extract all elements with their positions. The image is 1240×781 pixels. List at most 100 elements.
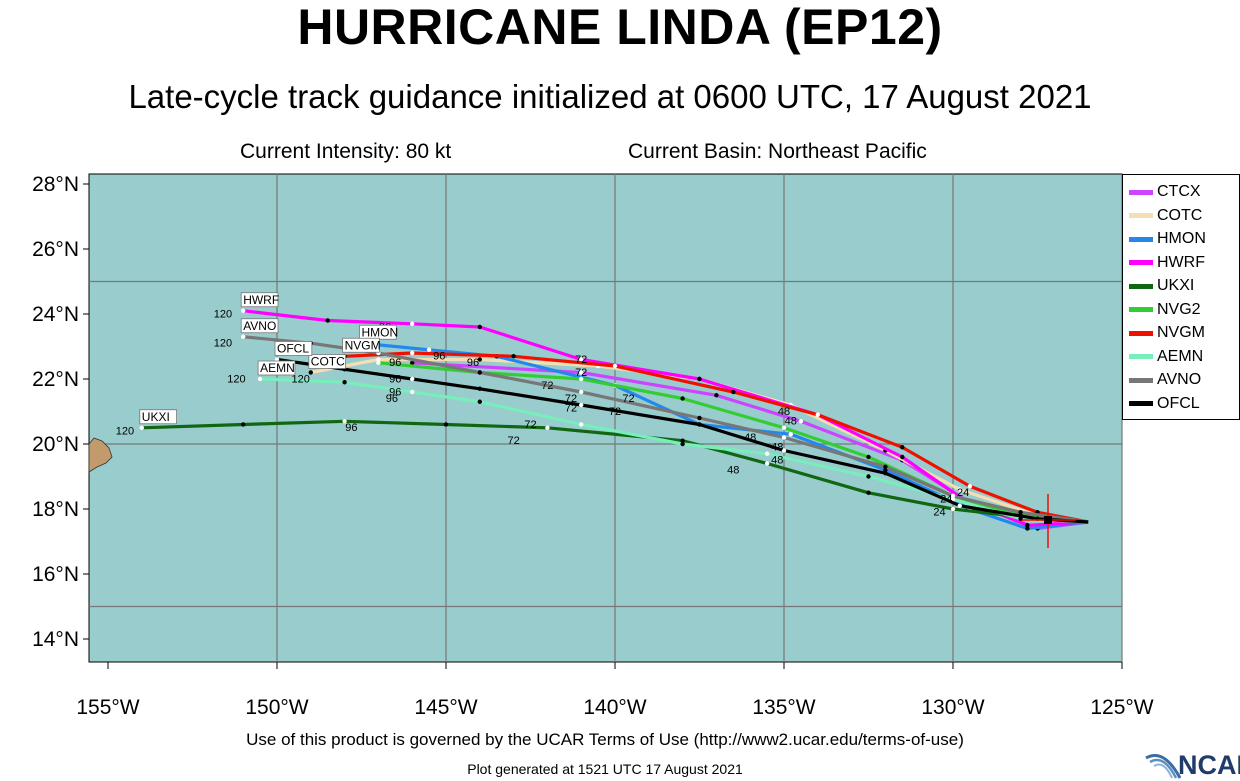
track-point	[426, 347, 432, 352]
forecast-hour-label: 120	[214, 308, 232, 320]
track-nvgm	[344, 351, 1089, 524]
lon-tick-label: 130°W	[921, 696, 984, 719]
track-point	[764, 451, 770, 456]
legend-swatch	[1129, 213, 1153, 218]
track-point	[545, 425, 550, 430]
model-end-label: NVGM	[345, 338, 381, 352]
track-point	[443, 422, 449, 427]
track-point	[680, 396, 685, 401]
lat-tick-label: 14°N	[32, 628, 79, 651]
track-point	[579, 357, 584, 362]
track-point	[477, 324, 482, 330]
lon-tick-label: 125°W	[1090, 696, 1153, 719]
forecast-hour-label: 96	[389, 373, 401, 385]
forecast-hour-label: 96	[345, 422, 357, 434]
forecast-hour-label: 24	[940, 494, 952, 506]
legend-label: NVGM	[1157, 324, 1205, 341]
current-basin: Current Basin: Northeast Pacific	[628, 140, 927, 163]
track-point	[274, 357, 280, 362]
forecast-hour-label: 72	[507, 435, 519, 447]
forecast-hour-label: 72	[609, 406, 621, 418]
forecast-hour-label: 120	[214, 338, 232, 350]
legend-label: COTC	[1157, 206, 1203, 224]
model-end-label: AVNO	[243, 319, 276, 333]
axis-ticks	[83, 183, 1123, 669]
track-point	[815, 412, 820, 417]
track-point	[900, 454, 905, 460]
current-intensity: Current Intensity: 80 kt	[240, 140, 452, 163]
track-point	[257, 376, 263, 382]
legend-swatch	[1129, 330, 1153, 336]
forecast-hour-label: 72	[622, 393, 634, 405]
legend-label: HMON	[1157, 230, 1206, 247]
track-point	[241, 334, 246, 339]
forecast-hour-label: 48	[771, 442, 783, 454]
forecast-hour-label: 72	[565, 393, 577, 405]
model-label-box	[342, 337, 380, 353]
model-label-box	[308, 354, 346, 369]
track-point	[477, 399, 482, 404]
legend-item-cotc: COTC	[1129, 205, 1202, 227]
track-point	[579, 376, 584, 382]
legend-label: UKXI	[1157, 277, 1195, 294]
lat-tick-label: 16°N	[32, 563, 79, 586]
page-title: HURRICANE LINDA (EP12)	[297, 0, 943, 55]
forecast-hour-label: 72	[541, 380, 553, 392]
latitude-labels: 14°N 16°N 18°N 20°N 22°N 24°N 26°N 28°N	[32, 173, 79, 651]
track-point	[376, 360, 381, 365]
forecast-hour-label: 96	[386, 393, 398, 405]
lat-tick-label: 18°N	[32, 498, 79, 521]
track-point	[714, 393, 719, 398]
track-point	[477, 370, 482, 375]
legend-item-hwrf: HWRF	[1129, 252, 1205, 274]
track-point	[325, 318, 330, 323]
lon-tick-label: 155°W	[76, 696, 139, 719]
track-point	[342, 380, 347, 385]
model-label-box	[139, 409, 178, 425]
track-point	[579, 402, 584, 408]
legend-label: CTCX	[1157, 183, 1201, 200]
track-point	[788, 432, 793, 437]
track-point	[579, 422, 584, 427]
forecast-hour-label: 72	[575, 354, 587, 366]
model-label-box	[240, 318, 279, 334]
track-point	[781, 425, 787, 430]
lat-tick-label: 20°N	[32, 433, 79, 456]
forecast-hour-label: 24	[933, 507, 945, 519]
legend-swatch	[1129, 236, 1153, 242]
track-point	[410, 389, 415, 395]
track-point	[241, 422, 246, 427]
track-point	[477, 386, 482, 391]
legend-item-hmon: HMON	[1129, 228, 1206, 250]
legend-swatch	[1129, 307, 1153, 312]
forecast-hour-label: 120	[291, 373, 309, 385]
longitude-labels: 155°W 150°W 145°W 140°W 135°W 130°W 125°W	[76, 696, 1153, 719]
legend-label: AEMN	[1157, 347, 1204, 365]
track-point	[781, 435, 787, 440]
forecast-hour-label: 48	[744, 432, 756, 444]
legend-item-avno: AVNO	[1129, 369, 1201, 391]
track-point	[410, 350, 415, 356]
terms-of-use: Use of this product is governed by the U…	[246, 730, 964, 749]
track-point	[731, 389, 736, 395]
track-point	[950, 493, 956, 499]
track-point	[697, 415, 702, 421]
model-end-label: HMON	[362, 325, 399, 339]
track-point	[866, 454, 871, 460]
legend-item-ctcx: CTCX	[1129, 181, 1201, 203]
forecast-hour-label: 96	[389, 357, 401, 369]
track-point	[957, 503, 962, 508]
ncar-logo: NCAR	[1144, 748, 1240, 780]
legend-item-nvg2: NVG2	[1129, 299, 1201, 321]
model-label-box	[240, 292, 279, 308]
track-point	[376, 357, 381, 362]
map-gridlines	[89, 174, 1123, 662]
track-point	[410, 321, 415, 326]
track-point	[697, 376, 702, 382]
legend-label: NVG2	[1157, 300, 1201, 318]
model-end-label: AEMN	[260, 361, 295, 375]
lon-tick-label: 135°W	[752, 696, 815, 719]
track-point	[1018, 510, 1023, 515]
